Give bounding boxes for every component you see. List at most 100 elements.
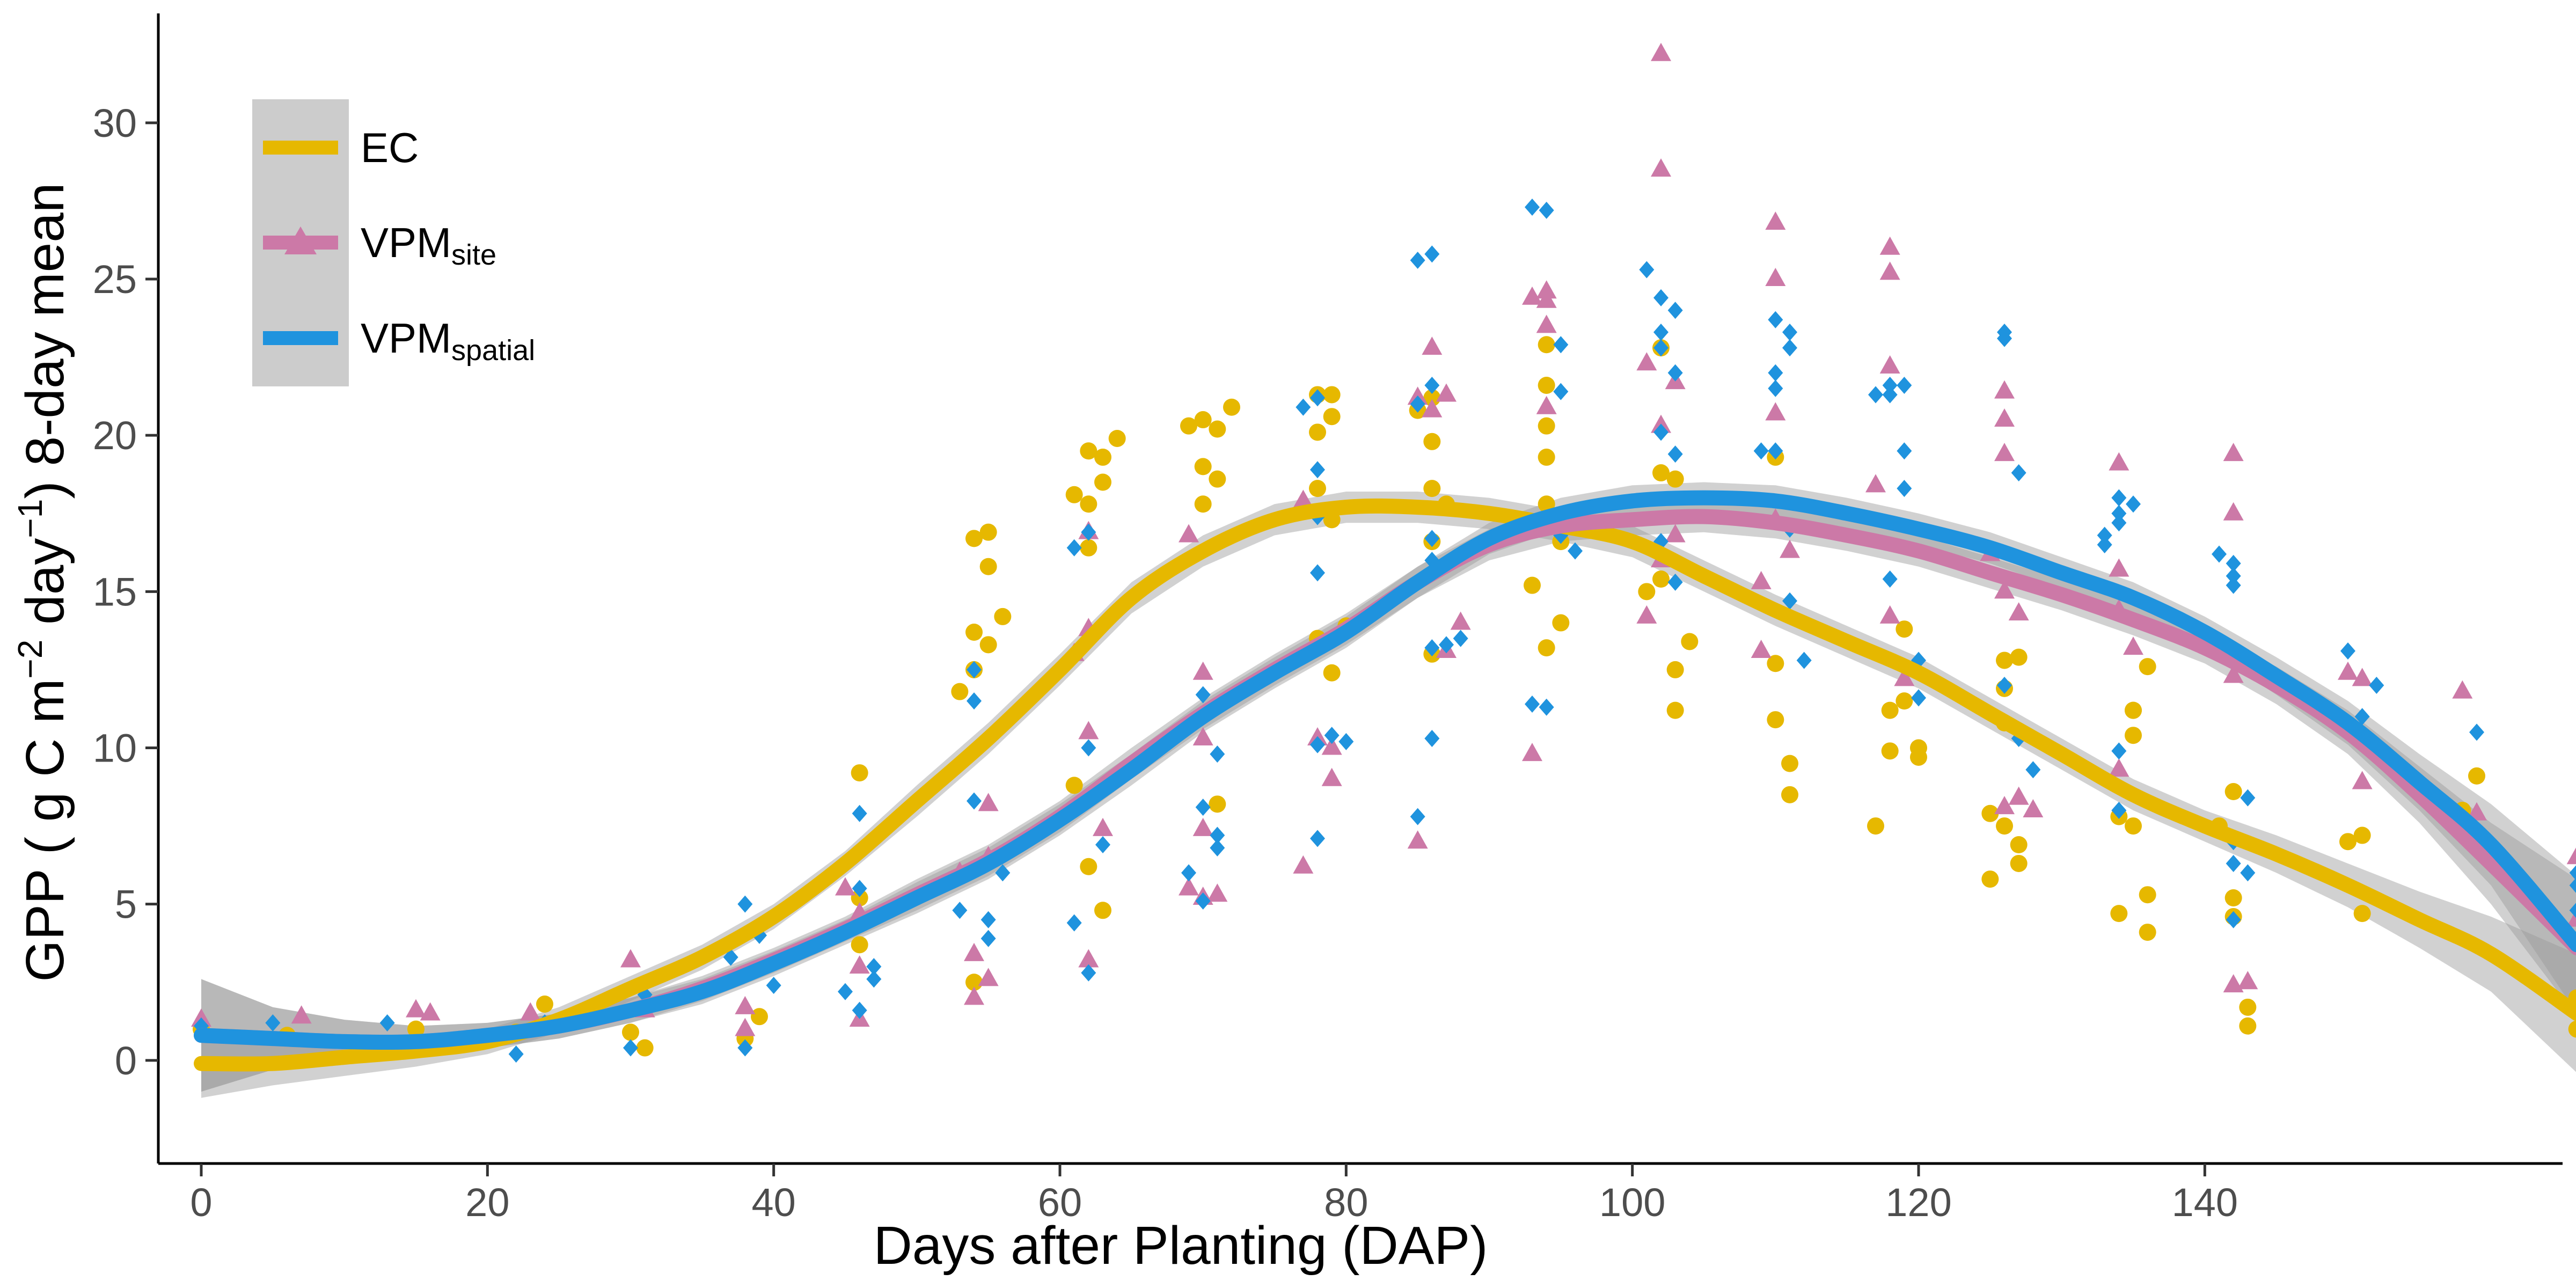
smooth-curve-vpm-spatial <box>194 490 2576 1050</box>
point-vpm-spatial <box>1667 573 1683 591</box>
point-ec <box>1194 458 1212 475</box>
point-vpm-site <box>1994 796 2015 815</box>
point-vpm-site <box>1780 539 1800 558</box>
point-ec <box>1981 870 1999 888</box>
point-vpm-spatial <box>1310 389 1325 407</box>
legend-label-vpm-spatial: VPMspatial <box>361 314 535 367</box>
point-vpm-site <box>1207 883 1228 902</box>
legend-label-vpm-spatial-main: VPM <box>361 314 451 362</box>
point-vpm-site <box>1865 474 1886 493</box>
point-vpm-spatial <box>2226 854 2241 872</box>
point-ec <box>1080 495 1097 513</box>
point-vpm-spatial <box>1768 442 1783 460</box>
point-ec <box>1309 423 1326 441</box>
y-tick-label: 15 <box>93 569 137 614</box>
point-vpm-spatial <box>1310 461 1325 479</box>
point-ec <box>1881 701 1899 719</box>
point-vpm-spatial <box>1782 339 1797 357</box>
point-ec <box>2353 826 2371 844</box>
point-vpm-site <box>2109 452 2129 471</box>
point-vpm-site <box>2008 786 2029 805</box>
point-vpm-site <box>2338 661 2358 680</box>
point-vpm-site <box>1093 817 1113 836</box>
point-vpm-spatial <box>2569 903 2576 918</box>
point-ec <box>1910 739 1927 757</box>
point-vpm-site <box>835 877 855 896</box>
point-ec <box>965 974 983 991</box>
point-vpm-spatial <box>2226 911 2241 928</box>
point-vpm-site <box>1765 402 1786 421</box>
point-vpm-spatial <box>1553 383 1569 400</box>
point-vpm-spatial <box>1081 739 1096 757</box>
point-vpm-spatial <box>1639 261 1655 279</box>
point-vpm-spatial <box>1997 330 2012 347</box>
point-ec <box>1896 692 1913 710</box>
point-ec <box>965 530 983 547</box>
point-vpm-site <box>620 949 641 968</box>
point-ec <box>1194 495 1212 513</box>
point-vpm-site <box>1751 570 1772 589</box>
point-vpm-spatial <box>2011 464 2026 482</box>
legend: EC VPMsite VPMspatial <box>252 99 535 386</box>
point-vpm-spatial <box>967 692 982 710</box>
point-ec <box>2139 658 2156 676</box>
point-ec <box>1981 804 1999 822</box>
point-ec <box>1094 473 1111 491</box>
point-vpm-spatial <box>1539 698 1554 716</box>
x-tick-label: 40 <box>752 1180 796 1225</box>
point-vpm-spatial <box>1066 539 1082 557</box>
point-ec <box>851 936 868 954</box>
point-vpm-spatial <box>1997 677 2012 694</box>
y-tick-label: 25 <box>93 257 137 302</box>
point-vpm-site <box>1422 399 1443 418</box>
point-vpm-site <box>420 1002 441 1021</box>
point-vpm-site <box>1765 211 1786 230</box>
point-vpm-spatial <box>1410 395 1425 413</box>
point-vpm-spatial <box>1324 727 1340 744</box>
point-vpm-spatial <box>2240 864 2256 882</box>
point-ec <box>979 558 997 575</box>
point-vpm-site <box>2223 443 2244 462</box>
point-vpm-site <box>1522 743 1542 762</box>
point-vpm-site <box>2452 680 2473 699</box>
point-ec <box>1080 539 1097 557</box>
point-vpm-site <box>2109 758 2129 777</box>
point-vpm-spatial <box>1095 836 1110 854</box>
point-ec <box>536 996 553 1013</box>
point-vpm-spatial <box>2240 789 2256 807</box>
point-ec <box>1223 398 1240 416</box>
point-vpm-spatial <box>2469 723 2484 741</box>
point-vpm-site <box>2223 502 2244 521</box>
point-ec <box>1652 464 1670 482</box>
x-tick-label: 100 <box>1599 1180 1665 1225</box>
point-vpm-site <box>2352 771 2373 789</box>
point-ec <box>979 636 997 654</box>
point-vpm-site <box>1765 267 1786 286</box>
point-vpm-site <box>1192 661 1213 680</box>
point-vpm-spatial <box>508 1045 524 1063</box>
point-vpm-spatial <box>2111 504 2127 522</box>
point-vpm-spatial <box>1181 864 1196 882</box>
point-vpm-spatial <box>2212 545 2227 563</box>
point-ec <box>2125 701 2142 719</box>
point-vpm-site <box>2352 668 2373 686</box>
point-vpm-spatial <box>852 804 867 822</box>
x-tick-label: 140 <box>2172 1180 2238 1225</box>
point-vpm-site <box>2237 971 2258 990</box>
point-vpm-site <box>1994 408 2015 427</box>
point-ec <box>1767 655 1784 672</box>
y-axis-title-sup1: −2 <box>11 640 49 679</box>
point-vpm-site <box>1636 605 1657 624</box>
point-vpm-site <box>1879 236 1900 255</box>
point-vpm-spatial <box>1338 733 1354 750</box>
point-ec <box>1323 664 1341 682</box>
legend-item-vpm-site: VPMsite <box>263 219 496 271</box>
point-vpm-spatial <box>1897 480 1912 497</box>
point-vpm-spatial <box>1310 736 1325 753</box>
point-ec <box>2139 924 2156 941</box>
point-vpm-spatial <box>737 895 753 913</box>
point-vpm-spatial <box>1195 799 1211 816</box>
point-vpm-site <box>1293 855 1314 874</box>
point-vpm-site <box>520 1002 541 1021</box>
point-ec <box>1209 420 1226 438</box>
